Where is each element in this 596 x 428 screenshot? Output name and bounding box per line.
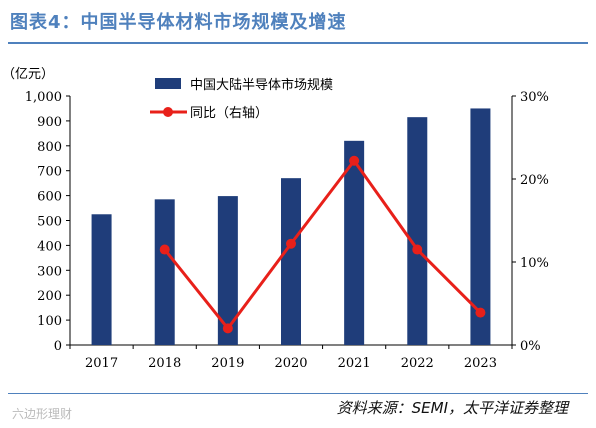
x-tick-label: 2022 xyxy=(401,356,434,371)
y-axis-unit-label: （亿元） xyxy=(2,67,54,82)
x-tick-label: 2019 xyxy=(211,356,244,371)
y-tick-label: 500 xyxy=(37,215,62,230)
y-tick-label: 200 xyxy=(37,289,62,304)
source-note: 资料来源：SEMI，太平洋证券整理 xyxy=(336,399,568,417)
x-tick-label: 2021 xyxy=(338,356,371,371)
legend-line-marker xyxy=(163,107,173,117)
y2-tick-label: 0% xyxy=(520,339,541,354)
y-tick-label: 900 xyxy=(37,115,62,130)
legend-bar-swatch xyxy=(155,78,181,89)
growth-line xyxy=(163,158,482,331)
bar xyxy=(154,199,175,345)
y-tick-label: 400 xyxy=(37,239,62,254)
title-divider xyxy=(8,42,588,44)
bar xyxy=(91,214,112,345)
y2-tick-label: 20% xyxy=(520,173,549,188)
growth-point xyxy=(159,244,170,255)
growth-point xyxy=(475,307,486,318)
growth-point xyxy=(286,238,296,249)
y-tick-label: 1,000 xyxy=(25,90,62,105)
growth-point xyxy=(222,323,233,334)
y-tick-label: 0 xyxy=(54,339,62,354)
x-tick-label: 2017 xyxy=(85,356,118,371)
watermark-text: 六边形理财 xyxy=(12,407,73,421)
y-tick-label: 300 xyxy=(37,264,62,279)
y-tick-label: 800 xyxy=(37,140,62,155)
footer-divider xyxy=(8,393,588,394)
growth-point xyxy=(412,244,423,255)
y-tick-label: 100 xyxy=(37,314,62,329)
y2-tick-label: 10% xyxy=(520,256,549,271)
x-tick-label: 2023 xyxy=(464,356,497,371)
legend-bar-label: 中国大陆半导体市场规模 xyxy=(190,77,333,93)
bar xyxy=(407,117,428,345)
y2-tick-label: 30% xyxy=(520,90,549,105)
legend-line-label: 同比（右轴） xyxy=(190,106,268,121)
bar xyxy=(344,140,365,345)
bar xyxy=(217,196,238,345)
x-tick-label: 2020 xyxy=(274,356,307,371)
y-tick-label: 700 xyxy=(37,165,62,180)
chart-title: 图表4：中国半导体材料市场规模及增速 xyxy=(10,12,347,33)
growth-point xyxy=(349,155,360,166)
bar xyxy=(281,178,301,345)
bar xyxy=(470,108,491,345)
x-tick-label: 2018 xyxy=(148,356,181,371)
y-tick-label: 600 xyxy=(37,190,62,205)
